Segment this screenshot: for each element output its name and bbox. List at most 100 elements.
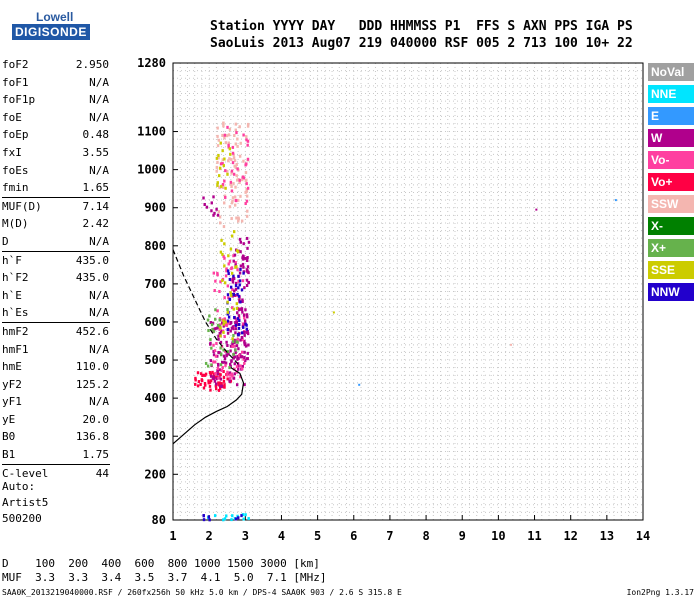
echo-point <box>222 379 226 383</box>
echo-point <box>217 334 220 338</box>
y-tick-label: 600 <box>144 315 166 329</box>
echo-point <box>194 376 197 380</box>
echo-point <box>229 379 233 383</box>
echo-point <box>216 183 219 187</box>
echo-point <box>216 181 219 185</box>
param-row: MUF(D) 7.14 <box>2 198 112 216</box>
echo-point <box>242 159 245 163</box>
param-name: B0 <box>2 430 16 444</box>
echo-point <box>227 143 230 147</box>
echo-point <box>208 380 211 384</box>
echo-point <box>217 362 220 366</box>
echo-point <box>237 279 240 283</box>
echo-point <box>225 134 229 138</box>
echo-point <box>221 133 224 137</box>
echo-point <box>232 182 235 186</box>
echo-point <box>199 372 203 376</box>
outlier-point <box>614 199 617 202</box>
param-name: C-level <box>2 466 49 480</box>
echo-point <box>245 189 249 193</box>
echo-point <box>245 268 249 272</box>
echo-point <box>218 328 221 332</box>
echo-point <box>217 174 221 178</box>
echo-point <box>228 277 232 281</box>
echo-point <box>231 294 234 298</box>
echo-point <box>219 329 223 333</box>
echo-point <box>237 250 240 254</box>
echo-point <box>221 252 224 256</box>
echo-point <box>230 518 233 522</box>
echo-point <box>216 369 219 373</box>
echo-point <box>235 365 239 369</box>
echo-point <box>228 147 232 151</box>
echo-point <box>224 274 228 278</box>
echo-point <box>237 219 240 223</box>
echo-point <box>211 370 214 374</box>
echo-point <box>243 361 246 365</box>
echo-point <box>235 344 239 348</box>
echo-point <box>227 352 230 356</box>
echo-point <box>244 179 248 183</box>
echo-point <box>245 182 248 186</box>
x-tick-label: 10 <box>491 529 505 543</box>
echo-point <box>233 355 237 359</box>
echo-point <box>228 127 232 131</box>
echo-point <box>245 327 249 331</box>
echo-point <box>217 350 220 354</box>
header-line1: Station YYYY DAY DDD HHMMSS P1 FFS S AXN… <box>210 19 633 34</box>
echo-point <box>233 133 236 137</box>
echo-point <box>212 343 215 347</box>
param-name: foE <box>2 110 22 124</box>
param-row: hmF1 N/A <box>2 341 112 359</box>
echo-point <box>210 363 213 367</box>
echo-point <box>237 347 240 351</box>
echo-point <box>223 517 227 521</box>
echo-point <box>224 361 228 365</box>
echo-point <box>229 344 233 348</box>
echo-point <box>202 373 205 377</box>
echo-point <box>231 196 235 200</box>
param-name: yE <box>2 412 16 426</box>
echo-point <box>196 371 200 375</box>
echo-point <box>219 326 222 330</box>
echo-point <box>203 202 206 206</box>
echo-point <box>236 311 239 315</box>
param-value: N/A <box>89 234 109 248</box>
echo-point <box>226 328 229 332</box>
param-value: 3.55 <box>82 145 110 159</box>
param-name: M(D) <box>2 217 29 231</box>
echo-point <box>238 271 242 275</box>
y-tick-label: 1000 <box>137 163 166 177</box>
param-value: 2.950 <box>75 58 109 71</box>
echo-point <box>212 353 216 357</box>
echo-point <box>247 343 250 347</box>
parameter-panel: foF2 2.950 foF1 N/A foF1p N/A foE N/A foEp 0.48 fx… <box>2 56 112 482</box>
auto-line3: 500200 <box>2 512 42 525</box>
echo-point <box>215 341 218 345</box>
echo-point <box>226 172 229 176</box>
echo-point <box>237 353 241 357</box>
echo-point <box>230 189 234 193</box>
legend-item: Vo- <box>648 151 694 169</box>
echo-point <box>209 338 212 342</box>
echo-point <box>233 372 236 376</box>
param-value: 20.0 <box>82 412 110 426</box>
echo-point <box>212 329 216 333</box>
echo-point <box>230 158 233 162</box>
param-name: D <box>2 234 9 248</box>
param-name: fxI <box>2 145 22 159</box>
echo-point <box>242 255 245 259</box>
x-tick-label: 1 <box>169 529 176 543</box>
echo-point <box>202 196 205 200</box>
echo-point <box>230 171 233 175</box>
param-name: foF2 <box>2 58 29 71</box>
echo-point <box>223 385 226 389</box>
echo-point <box>230 326 234 330</box>
echo-point <box>226 331 230 335</box>
echo-point <box>214 279 217 283</box>
echo-point <box>210 201 213 205</box>
echo-point <box>237 333 240 337</box>
echo-point <box>246 315 249 319</box>
echo-point <box>216 372 220 376</box>
echo-point <box>237 286 240 290</box>
